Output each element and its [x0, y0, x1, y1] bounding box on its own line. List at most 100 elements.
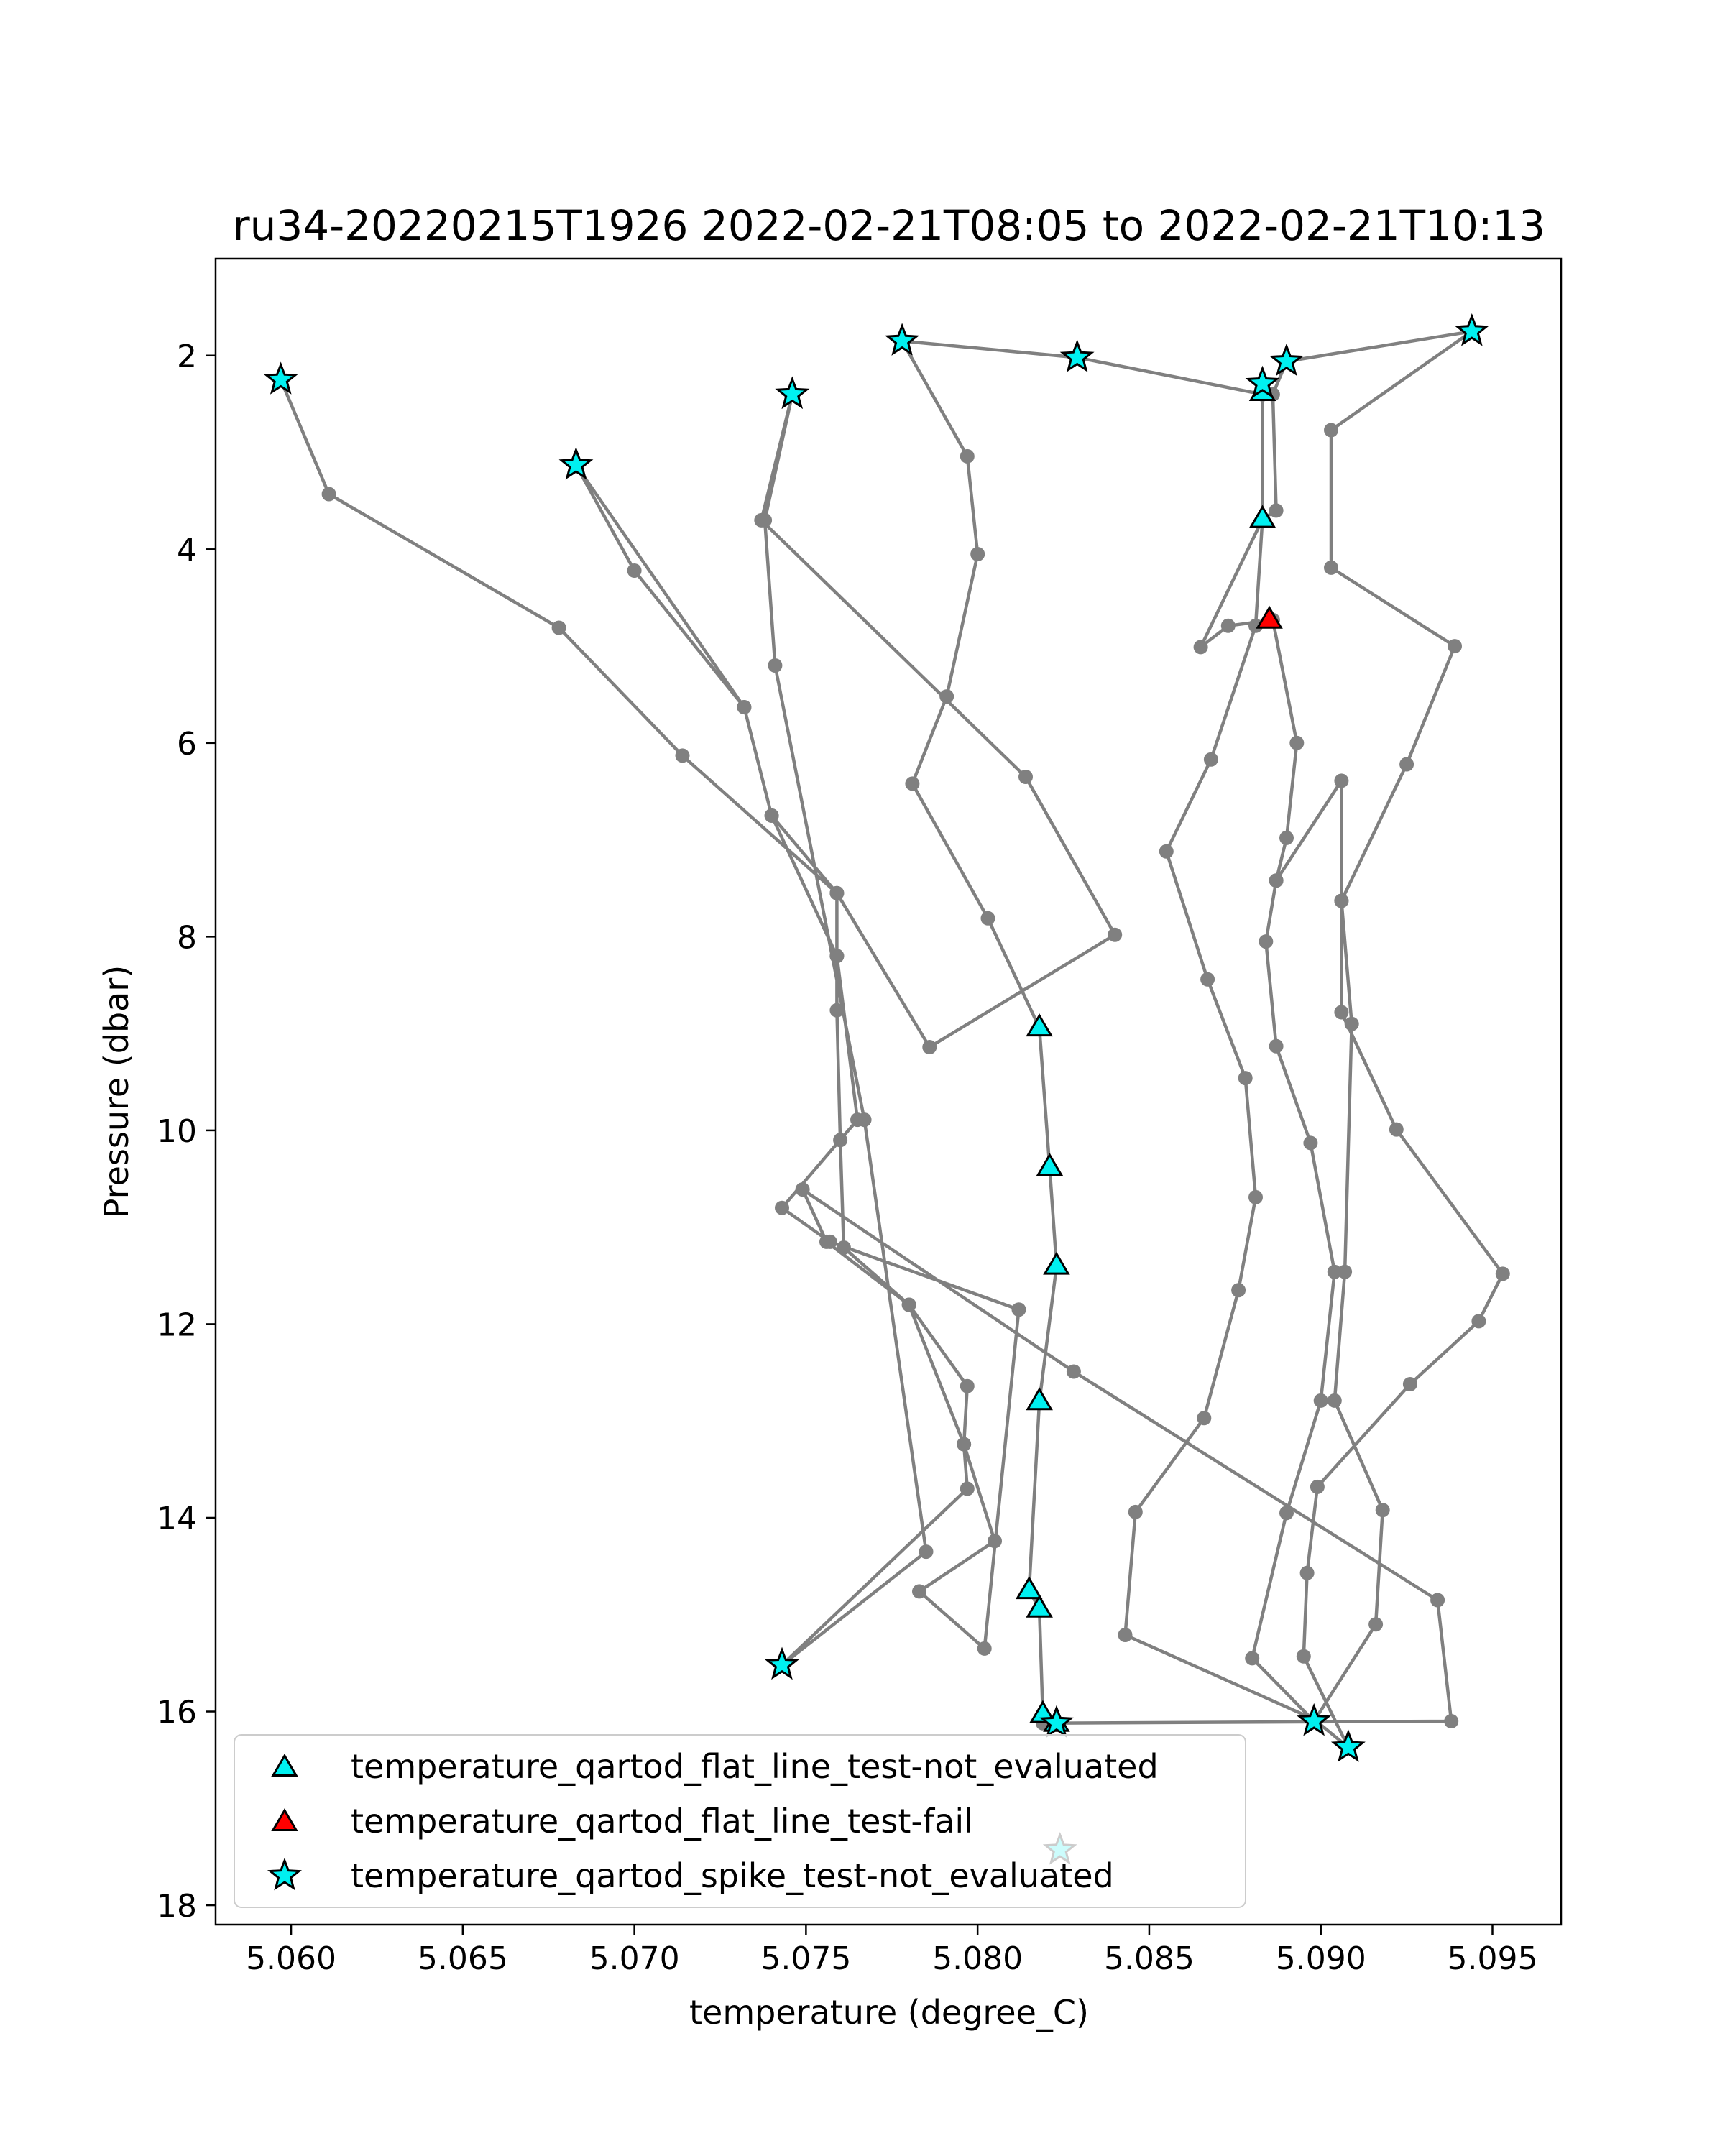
- profile-point: [1327, 1264, 1342, 1279]
- chart-title: ru34-20220215T1926 2022-02-21T08:05 to 2…: [233, 201, 1545, 250]
- profile-point: [857, 1112, 872, 1128]
- profile-point: [1375, 1503, 1390, 1518]
- x-tick-label: 5.080: [932, 1940, 1023, 1977]
- legend-star-icon: [267, 1857, 302, 1891]
- x-tick-label: 5.060: [246, 1940, 336, 1977]
- flat-line-not-evaluated-marker: [1026, 1594, 1053, 1618]
- spike-not-evaluated-marker: [1039, 1705, 1074, 1738]
- spike-not-evaluated-marker: [1059, 339, 1095, 372]
- profile-point: [1231, 1283, 1246, 1298]
- profile-point: [819, 1234, 834, 1249]
- x-tick-label: 5.085: [1104, 1940, 1195, 1977]
- x-tick-label: 5.065: [418, 1940, 508, 1977]
- y-tick-label: 10: [157, 1113, 197, 1150]
- profile-point: [1248, 618, 1263, 633]
- flat-line-not-evaluated-marker: [1015, 1576, 1043, 1600]
- spike-not-evaluated-marker: [765, 1646, 799, 1680]
- spike-not-evaluated-marker: [1454, 313, 1489, 346]
- spike-not-evaluated-marker: [558, 446, 594, 480]
- profile-point: [675, 748, 690, 763]
- profile-point: [977, 1641, 992, 1656]
- profile-point: [1334, 773, 1349, 788]
- profile-point: [1389, 1122, 1404, 1137]
- profile-point: [764, 808, 779, 823]
- flat-line-not-evaluated-marker: [1026, 1387, 1053, 1411]
- profile-point: [1245, 1651, 1260, 1666]
- profile-point: [988, 1534, 1002, 1549]
- profile-point: [1011, 1302, 1026, 1317]
- profile-point: [829, 1003, 845, 1018]
- flat-line-not-evaluated-marker: [1026, 1013, 1053, 1037]
- profile-point: [1303, 1135, 1318, 1151]
- profile-point: [1238, 1071, 1253, 1086]
- profile-point: [939, 689, 954, 704]
- profile-point: [901, 1297, 916, 1312]
- profile-point: [970, 547, 985, 561]
- profile-point: [1324, 560, 1338, 575]
- y-tick-label: 2: [177, 338, 197, 375]
- y-tick-label: 14: [157, 1501, 197, 1537]
- profile-point: [829, 949, 845, 964]
- profile-point: [1128, 1504, 1143, 1519]
- profile-point: [1197, 1411, 1212, 1426]
- profile-point: [1399, 757, 1414, 772]
- profile-point: [551, 620, 566, 635]
- profile-point: [1203, 752, 1218, 767]
- x-tick-label: 5.075: [760, 1940, 851, 1977]
- profile-point: [1279, 830, 1294, 845]
- x-axis-label: temperature (degree_C): [689, 1993, 1089, 2032]
- profile-point: [1344, 1016, 1359, 1031]
- spike-not-evaluated-marker: [1297, 1703, 1332, 1736]
- y-tick-label: 4: [177, 532, 197, 568]
- y-tick-label: 18: [157, 1888, 197, 1925]
- y-tick-label: 6: [177, 726, 197, 763]
- profile-point: [829, 885, 845, 900]
- y-axis: 2 4 6 8 10 12 14 16 18: [157, 338, 216, 1925]
- profile-point: [1108, 927, 1123, 942]
- profile-point: [1066, 1364, 1081, 1379]
- profile-point: [1269, 873, 1284, 888]
- flat-line-fail-marker: [1256, 605, 1283, 629]
- spike-not-evaluated-marker: [1269, 343, 1304, 377]
- legend: temperature_qartod_flat_line_test-not_ev…: [234, 1734, 1246, 1908]
- profile-point: [1279, 1506, 1294, 1521]
- y-axis-label: Pressure (dbar): [97, 965, 136, 1218]
- profile-line: [279, 329, 1505, 1749]
- profile-point: [1313, 1393, 1328, 1408]
- x-tick-label: 5.070: [589, 1940, 680, 1977]
- profile-point: [980, 911, 995, 926]
- profile-point: [1338, 1264, 1353, 1279]
- profile-point: [1200, 972, 1215, 987]
- profile-point: [905, 776, 920, 791]
- profile-point: [1471, 1314, 1486, 1329]
- profile-point: [1248, 1189, 1263, 1204]
- profile-point: [922, 1040, 937, 1054]
- profile-point: [1444, 1714, 1459, 1728]
- profile-point: [1402, 1377, 1417, 1391]
- profile-point: [1220, 618, 1236, 633]
- profile-point: [1289, 735, 1305, 750]
- spike-not-evaluated-marker: [1245, 365, 1280, 399]
- profile-point: [1018, 770, 1033, 784]
- x-tick-label: 5.095: [1448, 1940, 1538, 1977]
- profile-point: [912, 1584, 926, 1599]
- legend-box: [234, 1734, 1246, 1908]
- profile-point: [960, 448, 975, 464]
- profile-point: [836, 1240, 851, 1255]
- profile-point: [1269, 503, 1284, 518]
- x-axis: 5.060 5.065 5.070 5.075 5.080 5.085 5.090 5.095: [246, 1925, 1537, 1977]
- spike-not-evaluated-marker: [775, 376, 810, 410]
- profile-point: [1259, 934, 1274, 949]
- spike-not-evaluated-marker: [263, 361, 298, 395]
- profile-point: [1334, 893, 1349, 908]
- profile-point: [960, 1481, 975, 1496]
- profile-point: [768, 658, 783, 673]
- profile-point: [833, 1133, 848, 1148]
- profile-point: [737, 700, 752, 714]
- profile-point: [1300, 1565, 1315, 1580]
- profile-point: [795, 1182, 810, 1197]
- profile-point: [1269, 1038, 1284, 1054]
- profile-point: [1430, 1593, 1445, 1608]
- legend-label: temperature_qartod_spike_test-not_evalua…: [351, 1856, 1114, 1895]
